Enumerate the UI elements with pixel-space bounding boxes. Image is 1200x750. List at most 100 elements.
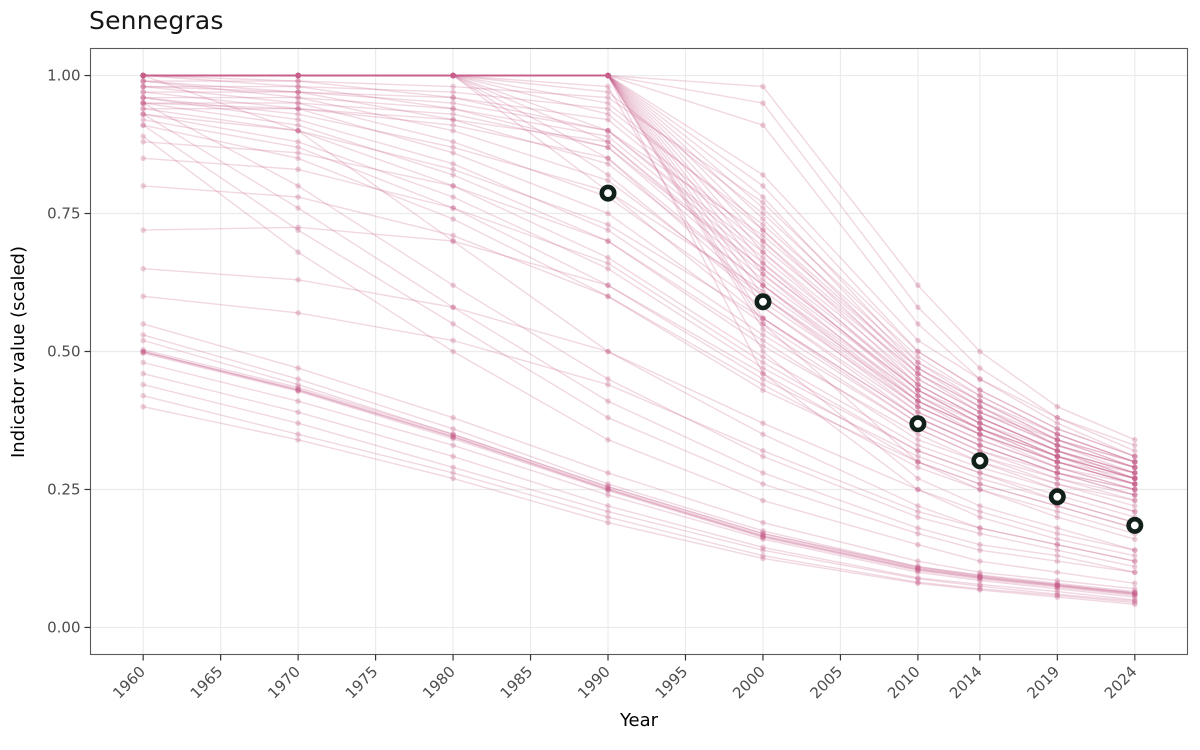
data-point bbox=[1054, 470, 1061, 476]
data-point bbox=[140, 78, 146, 84]
data-point bbox=[140, 78, 146, 84]
data-point bbox=[1132, 591, 1138, 598]
data-point bbox=[977, 403, 983, 410]
data-point bbox=[605, 519, 611, 526]
data-point bbox=[605, 72, 611, 79]
series-line bbox=[143, 334, 1135, 593]
data-point bbox=[977, 409, 983, 416]
data-point bbox=[605, 116, 611, 123]
data-point bbox=[1132, 475, 1138, 482]
data-point bbox=[605, 376, 611, 382]
data-point bbox=[1054, 464, 1061, 471]
data-point bbox=[605, 72, 611, 79]
data-point bbox=[295, 166, 301, 173]
data-point bbox=[760, 282, 766, 289]
series-line bbox=[143, 91, 1135, 496]
data-point bbox=[915, 398, 921, 405]
data-point bbox=[1132, 590, 1138, 596]
data-point bbox=[1132, 486, 1138, 493]
data-point bbox=[450, 72, 456, 79]
series-line bbox=[143, 80, 1136, 458]
series-line bbox=[143, 74, 1135, 557]
data-point bbox=[760, 481, 766, 487]
series-line bbox=[143, 102, 1135, 480]
data-point bbox=[915, 392, 921, 399]
data-point bbox=[450, 453, 456, 460]
data-point bbox=[140, 111, 146, 117]
data-point bbox=[295, 72, 301, 79]
data-point bbox=[1054, 464, 1061, 471]
series-line bbox=[143, 74, 1136, 452]
data-point bbox=[760, 555, 766, 562]
data-point bbox=[1132, 470, 1138, 476]
data-point bbox=[915, 354, 921, 360]
data-point bbox=[977, 514, 983, 520]
data-point bbox=[605, 514, 611, 520]
data-point bbox=[977, 392, 983, 399]
data-point bbox=[295, 94, 301, 101]
data-point bbox=[1054, 582, 1061, 588]
series-line bbox=[143, 124, 1135, 529]
data-point bbox=[295, 183, 301, 189]
data-point bbox=[295, 387, 301, 393]
data-point bbox=[450, 72, 456, 79]
series-line bbox=[143, 74, 1136, 441]
data-point bbox=[605, 481, 611, 487]
data-point bbox=[295, 139, 301, 145]
data-point bbox=[915, 321, 921, 327]
data-point bbox=[1132, 589, 1138, 596]
data-point bbox=[605, 508, 611, 515]
data-point bbox=[140, 348, 146, 355]
data-point bbox=[977, 470, 983, 476]
data-point bbox=[1054, 514, 1061, 520]
data-point bbox=[1132, 486, 1138, 493]
data-point bbox=[605, 111, 611, 117]
series-line bbox=[143, 351, 1135, 595]
x-tick-label: 1995 bbox=[652, 663, 692, 703]
data-point bbox=[977, 486, 983, 493]
data-point bbox=[605, 221, 611, 228]
data-point bbox=[605, 83, 611, 90]
data-point bbox=[140, 72, 146, 79]
data-point bbox=[140, 72, 146, 79]
x-tick-label: 1965 bbox=[187, 663, 227, 703]
data-point bbox=[295, 83, 301, 90]
data-point bbox=[977, 547, 983, 553]
data-point bbox=[1054, 470, 1061, 476]
data-point bbox=[1132, 470, 1138, 476]
series-line bbox=[143, 372, 1135, 601]
data-point bbox=[1054, 459, 1061, 465]
series-line bbox=[143, 74, 1135, 474]
data-point bbox=[1132, 442, 1138, 449]
data-point bbox=[915, 409, 921, 416]
data-point bbox=[605, 254, 611, 261]
data-point bbox=[295, 72, 301, 79]
data-point bbox=[915, 403, 921, 410]
data-point bbox=[915, 387, 921, 393]
data-point bbox=[295, 105, 301, 112]
data-point bbox=[1054, 453, 1061, 460]
highlight-point bbox=[754, 293, 772, 311]
data-point bbox=[915, 387, 921, 393]
data-point bbox=[140, 100, 146, 106]
highlight-point bbox=[909, 415, 927, 433]
data-point bbox=[977, 414, 983, 421]
data-point bbox=[977, 431, 983, 438]
data-point bbox=[977, 572, 983, 578]
data-point bbox=[140, 337, 146, 344]
data-point bbox=[977, 392, 983, 399]
data-point bbox=[760, 172, 766, 178]
data-point bbox=[760, 249, 766, 255]
data-point bbox=[450, 72, 456, 79]
data-point bbox=[295, 384, 301, 391]
data-point bbox=[295, 437, 301, 443]
data-point bbox=[140, 332, 146, 338]
data-point bbox=[605, 437, 611, 443]
data-point bbox=[915, 370, 921, 377]
data-point bbox=[450, 72, 456, 79]
data-point bbox=[450, 72, 456, 79]
data-point bbox=[295, 224, 301, 231]
data-point bbox=[140, 72, 146, 79]
data-point bbox=[1132, 459, 1138, 465]
data-point bbox=[140, 72, 146, 79]
